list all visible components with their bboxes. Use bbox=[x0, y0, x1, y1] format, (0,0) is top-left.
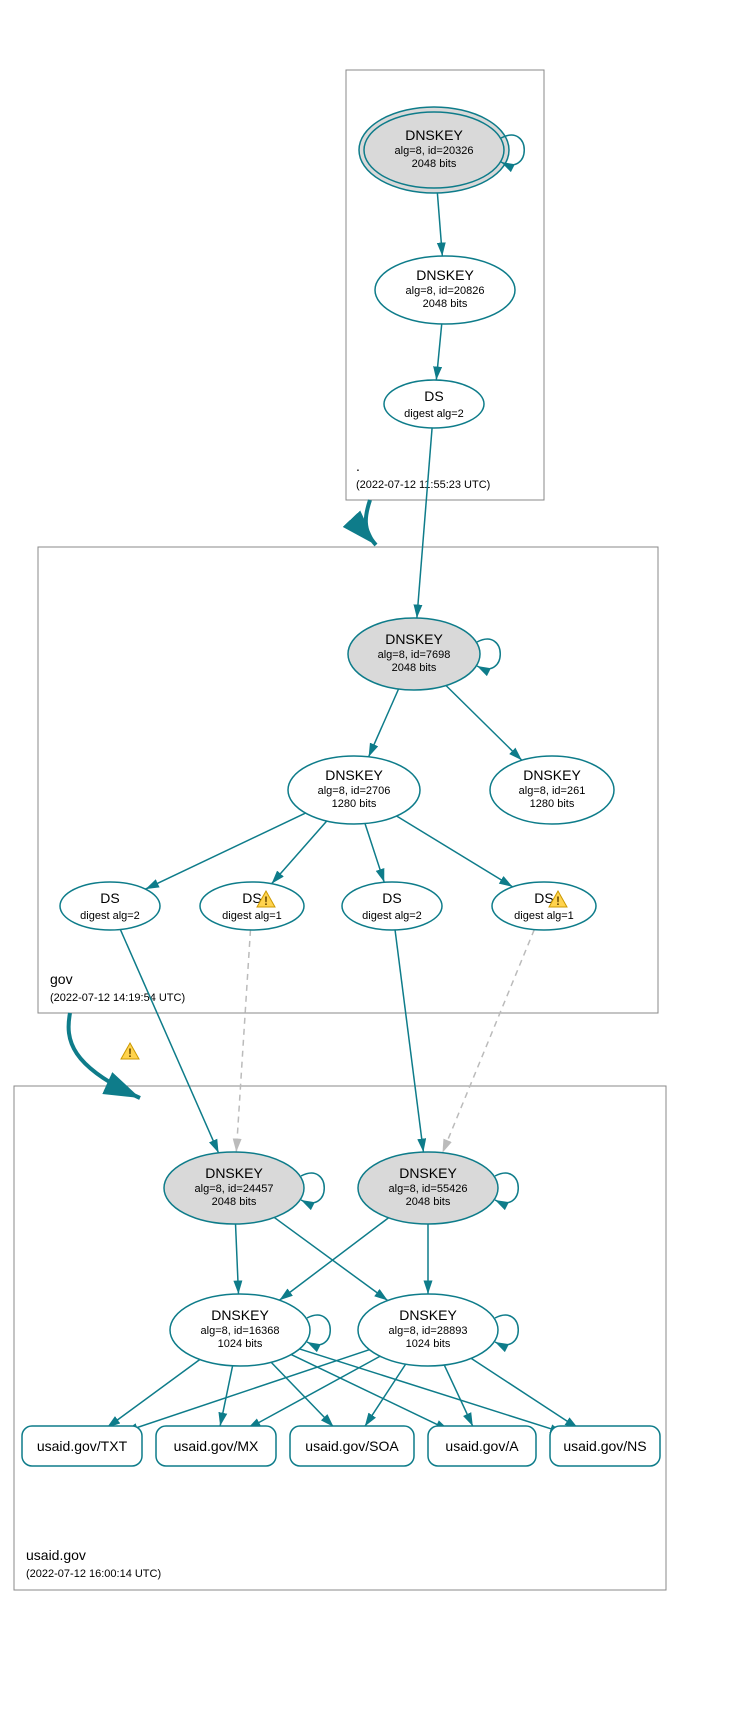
node-sub2: 2048 bits bbox=[423, 298, 468, 310]
rr-label: usaid.gov/NS bbox=[563, 1438, 646, 1454]
node-title: DNSKEY bbox=[205, 1165, 263, 1181]
node-gov_ds1: DS digest alg=2 bbox=[60, 882, 160, 930]
rr-label: usaid.gov/A bbox=[445, 1438, 519, 1454]
node-gov_ds4: DSdigest alg=1! bbox=[492, 882, 596, 930]
svg-text:!: ! bbox=[128, 1046, 132, 1060]
zone-link bbox=[366, 500, 376, 545]
node-sub1: alg=8, id=55426 bbox=[389, 1183, 468, 1195]
node-title: DNSKEY bbox=[523, 767, 581, 783]
node-title: DS bbox=[424, 388, 443, 404]
edge-usaid_zsk1-rr_txt bbox=[107, 1359, 200, 1427]
node-title: DNSKEY bbox=[385, 631, 443, 647]
edge-root_ds-gov_ksk bbox=[417, 428, 432, 618]
rr-label: usaid.gov/MX bbox=[174, 1438, 259, 1454]
edge-usaid_ksk2-usaid_zsk1 bbox=[279, 1218, 388, 1300]
node-sub1: alg=8, id=28893 bbox=[389, 1325, 468, 1337]
edge-gov_ds2-usaid_ksk1 bbox=[236, 930, 250, 1152]
node-gov_ds3: DS digest alg=2 bbox=[342, 882, 442, 930]
node-title: DNSKEY bbox=[405, 127, 463, 143]
edge-gov_zsk1-gov_ds1 bbox=[146, 813, 306, 889]
edge-gov_ksk-gov_zsk2 bbox=[446, 685, 522, 760]
edge-usaid_ksk1-usaid_zsk1 bbox=[236, 1224, 239, 1294]
zone-label-root: . bbox=[356, 458, 360, 474]
node-sub1: alg=8, id=20326 bbox=[395, 145, 474, 157]
warning-icon: ! bbox=[121, 1043, 139, 1060]
node-sub2: 1024 bits bbox=[218, 1338, 263, 1350]
node-gov_zsk1: DNSKEY alg=8, id=27061280 bits bbox=[288, 756, 420, 824]
node-sub2: 1024 bits bbox=[406, 1338, 451, 1350]
node-sub2: 1280 bits bbox=[530, 798, 575, 810]
dnssec-diagram: . (2022-07-12 11:55:23 UTC) gov (2022-07-12… bbox=[0, 0, 751, 1711]
node-sub1: digest alg=1 bbox=[514, 910, 574, 922]
edge-gov_ds4-usaid_ksk2 bbox=[442, 930, 534, 1153]
node-usaid_ksk2: DNSKEY alg=8, id=554262048 bits bbox=[358, 1152, 518, 1224]
node-sub1: alg=8, id=2706 bbox=[318, 785, 391, 797]
node-rr_a: usaid.gov/A bbox=[428, 1426, 536, 1466]
zone-label-gov: gov bbox=[50, 971, 73, 987]
node-usaid_ksk1: DNSKEY alg=8, id=244572048 bits bbox=[164, 1152, 324, 1224]
edge-gov_zsk1-gov_ds3 bbox=[365, 824, 384, 883]
node-rr_txt: usaid.gov/TXT bbox=[22, 1426, 142, 1466]
node-sub1: alg=8, id=261 bbox=[519, 785, 586, 797]
node-title: DNSKEY bbox=[399, 1307, 457, 1323]
edge-root_ksk-root_zsk bbox=[437, 188, 442, 256]
node-title: DNSKEY bbox=[416, 267, 474, 283]
edge-gov_ds3-usaid_ksk2 bbox=[395, 930, 423, 1152]
node-root_ds: DS digest alg=2 bbox=[384, 380, 484, 428]
edge-usaid_zsk2-rr_soa bbox=[365, 1364, 406, 1426]
node-root_zsk: DNSKEY alg=8, id=208262048 bits bbox=[375, 256, 515, 324]
node-sub1: alg=8, id=20826 bbox=[406, 285, 485, 297]
node-title: DS bbox=[382, 890, 401, 906]
edge-gov_zsk1-gov_ds2 bbox=[272, 821, 327, 884]
node-title: DNSKEY bbox=[211, 1307, 269, 1323]
svg-text:!: ! bbox=[264, 894, 268, 908]
edge-usaid_zsk2-rr_mx bbox=[247, 1356, 380, 1429]
node-title: DNSKEY bbox=[325, 767, 383, 783]
node-sub1: alg=8, id=24457 bbox=[195, 1183, 274, 1195]
node-sub1: digest alg=2 bbox=[80, 910, 140, 922]
node-sub2: 2048 bits bbox=[212, 1196, 257, 1208]
node-sub1: alg=8, id=7698 bbox=[378, 649, 451, 661]
edge-usaid_ksk1-usaid_zsk2 bbox=[274, 1217, 388, 1300]
edge-gov_ksk-gov_zsk1 bbox=[369, 689, 399, 757]
node-title: DNSKEY bbox=[399, 1165, 457, 1181]
node-sub1: digest alg=2 bbox=[404, 408, 464, 420]
node-sub2: 2048 bits bbox=[406, 1196, 451, 1208]
node-gov_zsk2: DNSKEY alg=8, id=2611280 bits bbox=[490, 756, 614, 824]
node-usaid_zsk1: DNSKEY alg=8, id=163681024 bits bbox=[170, 1294, 330, 1366]
node-rr_ns: usaid.gov/NS bbox=[550, 1426, 660, 1466]
node-sub1: digest alg=2 bbox=[362, 910, 422, 922]
node-gov_ksk: DNSKEY alg=8, id=76982048 bits bbox=[348, 618, 500, 690]
zone-timestamp-usaid: (2022-07-12 16:00:14 UTC) bbox=[26, 1568, 161, 1580]
node-gov_ds2: DSdigest alg=1! bbox=[200, 882, 304, 930]
edge-gov_zsk1-gov_ds4 bbox=[397, 816, 513, 887]
nodes-layer: DNSKEYalg=8, id=203262048 bitsDNSKEYalg=… bbox=[22, 107, 660, 1466]
node-rr_soa: usaid.gov/SOA bbox=[290, 1426, 414, 1466]
node-sub1: digest alg=1 bbox=[222, 910, 282, 922]
node-usaid_zsk2: DNSKEY alg=8, id=288931024 bits bbox=[358, 1294, 518, 1366]
node-sub2: 2048 bits bbox=[412, 158, 457, 170]
rr-label: usaid.gov/SOA bbox=[305, 1438, 399, 1454]
node-title: DS bbox=[100, 890, 119, 906]
node-rr_mx: usaid.gov/MX bbox=[156, 1426, 276, 1466]
zone-box-usaid bbox=[14, 1086, 666, 1590]
node-sub2: 1280 bits bbox=[332, 798, 377, 810]
edge-root_zsk-root_ds bbox=[436, 324, 441, 380]
node-root_ksk: DNSKEY alg=8, id=203262048 bits bbox=[359, 107, 524, 193]
svg-text:!: ! bbox=[556, 894, 560, 908]
rr-label: usaid.gov/TXT bbox=[37, 1438, 128, 1454]
node-sub1: alg=8, id=16368 bbox=[201, 1325, 280, 1337]
zone-timestamp-root: (2022-07-12 11:55:23 UTC) bbox=[356, 479, 490, 491]
zone-timestamp-gov: (2022-07-12 14:19:54 UTC) bbox=[50, 992, 185, 1004]
edge-gov_ds1-usaid_ksk1 bbox=[120, 929, 218, 1152]
edge-usaid_zsk2-rr_ns bbox=[471, 1358, 578, 1428]
zone-label-usaid: usaid.gov bbox=[26, 1547, 86, 1563]
node-sub2: 2048 bits bbox=[392, 662, 437, 674]
